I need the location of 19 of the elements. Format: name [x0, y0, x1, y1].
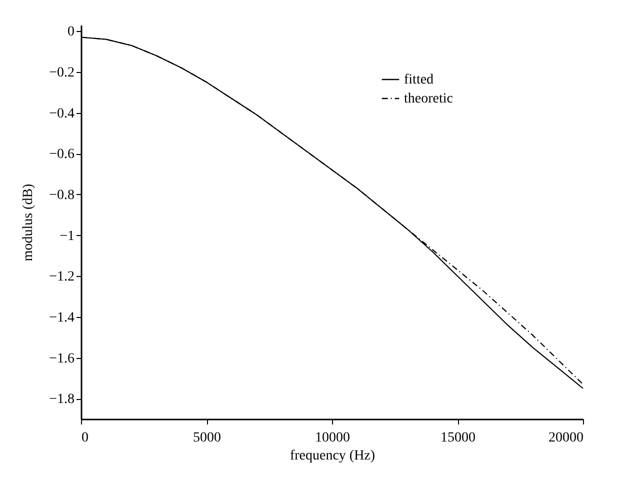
y-tick-label: −0.8: [49, 188, 74, 203]
y-tick-label: −1: [60, 228, 74, 244]
legend-label: theoretic: [404, 92, 453, 106]
x-tick-label: 5000: [193, 430, 221, 446]
x-tick-label: 10000: [315, 430, 350, 446]
y-tick-label: −1.2: [49, 270, 74, 285]
y-axis-title: modulus (dB): [21, 183, 36, 262]
y-tick-label: −1.4: [49, 310, 74, 326]
x-tick-label: 0: [82, 430, 88, 446]
y-tick-label: −1.8: [49, 392, 74, 408]
x-tick-label: 15000: [440, 430, 476, 446]
y-tick-label: −0.4: [49, 106, 74, 122]
y-tick-label: −1.6: [49, 351, 74, 366]
y-tick-label: 0: [68, 24, 74, 40]
y-tick-label: −0.2: [49, 65, 74, 80]
legend-label: fitted: [404, 72, 434, 88]
x-tick-label: 20000: [548, 430, 584, 446]
y-tick-label: −0.6: [49, 147, 74, 162]
x-axis-title: frequency (Hz): [290, 448, 376, 464]
